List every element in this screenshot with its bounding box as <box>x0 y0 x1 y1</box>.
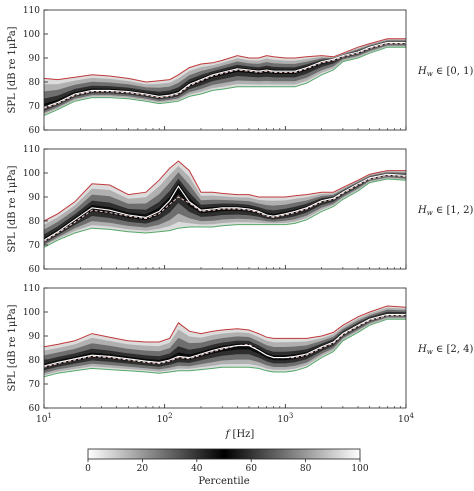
plot-frame <box>43 9 407 131</box>
x-tick-label: 101 <box>36 412 52 425</box>
panel-label: Hw ∈ [1, 2) <box>417 205 473 217</box>
panel-hw-1-2: 60 70 80 90 100 110 SPL [dB re 1μPa] Hw ∈ [1, 2… <box>7 145 473 275</box>
panel-hw-0-1: 60 70 80 90 100 110 SPL [dB re 1μPa] Hw ∈ [0, 1… <box>7 6 473 136</box>
mean-line <box>44 174 406 242</box>
plot-frame <box>43 148 407 270</box>
x-axis-label: f [Hz] <box>225 429 255 440</box>
upper-percentile-line <box>44 38 406 83</box>
median-line <box>44 173 406 241</box>
lower-percentile-line <box>44 318 406 378</box>
density-layer-3 <box>44 311 406 371</box>
colorbar: 0 20 40 60 80 100 <box>85 448 369 474</box>
y-tick-label: 90 <box>29 193 41 203</box>
y-tick-label: 60 <box>29 265 41 275</box>
lower-percentile-line <box>44 46 406 117</box>
y-tick-label: 60 <box>29 404 41 414</box>
y-tick-label: 60 <box>29 126 41 136</box>
lower-percentile-line <box>44 178 406 248</box>
panel-hw-2-4: 60 70 80 90 100 110 SPL [dB re 1μPa] Hw ∈ [2, 4… <box>7 284 473 414</box>
y-tick-label: 90 <box>29 332 41 342</box>
upper-percentile-line <box>44 160 406 222</box>
y-tick-label: 110 <box>23 145 40 155</box>
y-tick-label: 100 <box>23 30 40 40</box>
upper-percentile-line <box>44 305 406 348</box>
panel-label: Hw ∈ [0, 1) <box>417 66 473 78</box>
y-axis-label: SPL [dB re 1μPa] <box>7 165 18 252</box>
colorbar-tick-label: 0 <box>85 464 91 474</box>
colorbar-label: Percentile <box>198 476 249 487</box>
x-axis: 101 102 103 104 <box>36 412 414 425</box>
y-tick-label: 80 <box>29 217 41 227</box>
y-tick-label: 100 <box>23 308 40 318</box>
y-tick-label: 70 <box>29 380 41 390</box>
mean-line <box>44 43 406 109</box>
y-axis-label: SPL [dB re 1μPa] <box>7 304 18 391</box>
y-tick-label: 70 <box>29 102 41 112</box>
median-line <box>44 313 406 367</box>
y-axis-label: SPL [dB re 1μPa] <box>7 26 18 113</box>
colorbar-tick-label: 60 <box>245 464 257 474</box>
colorbar-tick-label: 20 <box>137 464 149 474</box>
colorbar-tick-label: 40 <box>191 464 203 474</box>
y-tick-label: 80 <box>29 356 41 366</box>
y-tick-label: 90 <box>29 54 41 64</box>
y-tick-label: 110 <box>23 6 40 16</box>
y-tick-label: 70 <box>29 241 41 251</box>
y-tick-label: 110 <box>23 284 40 294</box>
colorbar-gradient <box>87 448 361 460</box>
colorbar-tick-label: 80 <box>300 464 312 474</box>
y-tick-label: 100 <box>23 169 40 179</box>
panel-label: Hw ∈ [2, 4) <box>417 344 473 356</box>
x-tick-label: 103 <box>277 412 293 425</box>
x-tick-label: 102 <box>157 412 173 425</box>
x-tick-label: 104 <box>398 412 414 425</box>
colorbar-tick-label: 100 <box>351 464 368 474</box>
plot-frame <box>43 287 407 409</box>
y-tick-label: 80 <box>29 78 41 88</box>
median-line <box>44 41 406 108</box>
